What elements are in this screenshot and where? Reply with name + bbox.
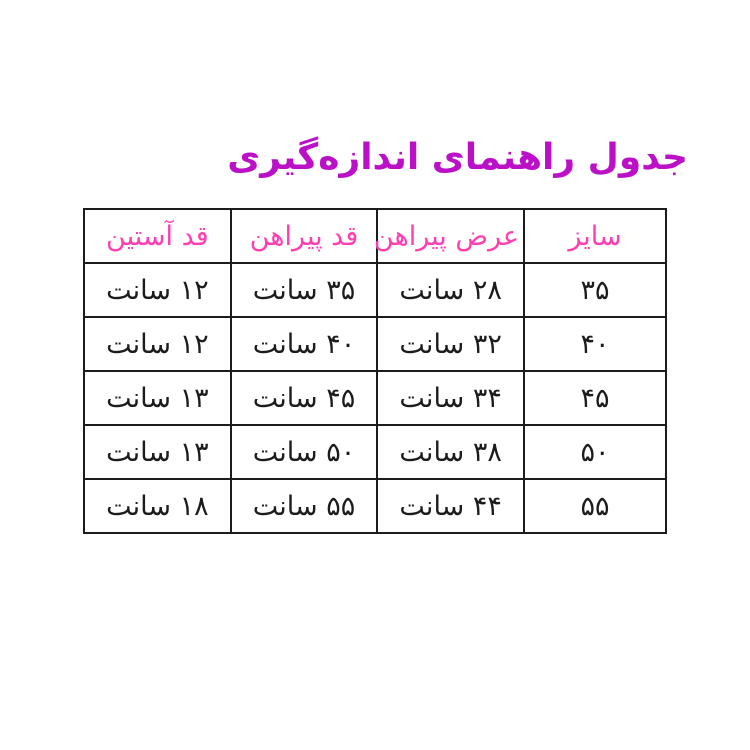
cell-size: ۵۵ [523, 478, 667, 535]
header-cell-shirt-width: عرض پیراهن [374, 208, 525, 265]
table-row: ۴۰ ۳۲ سانت ۴۰ سانت ۱۲ سانت [83, 316, 667, 373]
table-row: ۳۵ ۲۸ سانت ۳۵ سانت ۱۲ سانت [83, 262, 667, 319]
table-row: ۴۵ ۳۴ سانت ۴۵ سانت ۱۳ سانت [83, 370, 667, 427]
cell-size: ۳۵ [523, 262, 667, 319]
cell-size: ۴۵ [523, 370, 667, 427]
cell-shirt-width: ۴۴ سانت [376, 478, 525, 535]
cell-sleeve-length: ۱۳ سانت [83, 370, 232, 427]
table-row: ۵۰ ۳۸ سانت ۵۰ سانت ۱۳ سانت [83, 424, 667, 481]
table-row: ۵۵ ۴۴ سانت ۵۵ سانت ۱۸ سانت [83, 478, 667, 535]
cell-shirt-width: ۲۸ سانت [376, 262, 525, 319]
cell-shirt-length: ۵۵ سانت [229, 478, 379, 535]
size-guide-table: سایز عرض پیراهن قد پیراهن قد آستین ۳۵ ۲۸… [83, 208, 667, 535]
header-cell-size: سایز [523, 208, 667, 265]
page-title: جدول راهنمای اندازه‌گیری [227, 137, 688, 178]
cell-shirt-width: ۳۴ سانت [376, 370, 525, 427]
cell-shirt-length: ۴۰ سانت [229, 316, 379, 373]
header-cell-shirt-length: قد پیراهن [229, 208, 379, 265]
header-cell-sleeve-length: قد آستین [83, 208, 232, 265]
cell-shirt-length: ۴۵ سانت [229, 370, 379, 427]
table-header-row: سایز عرض پیراهن قد پیراهن قد آستین [83, 208, 667, 265]
cell-size: ۵۰ [523, 424, 667, 481]
cell-sleeve-length: ۱۲ سانت [83, 262, 232, 319]
cell-shirt-length: ۳۵ سانت [229, 262, 379, 319]
cell-size: ۴۰ [523, 316, 667, 373]
cell-sleeve-length: ۱۸ سانت [83, 478, 232, 535]
cell-shirt-length: ۵۰ سانت [229, 424, 379, 481]
cell-sleeve-length: ۱۲ سانت [83, 316, 232, 373]
cell-shirt-width: ۳۸ سانت [376, 424, 525, 481]
cell-sleeve-length: ۱۳ سانت [83, 424, 232, 481]
cell-shirt-width: ۳۲ سانت [376, 316, 525, 373]
